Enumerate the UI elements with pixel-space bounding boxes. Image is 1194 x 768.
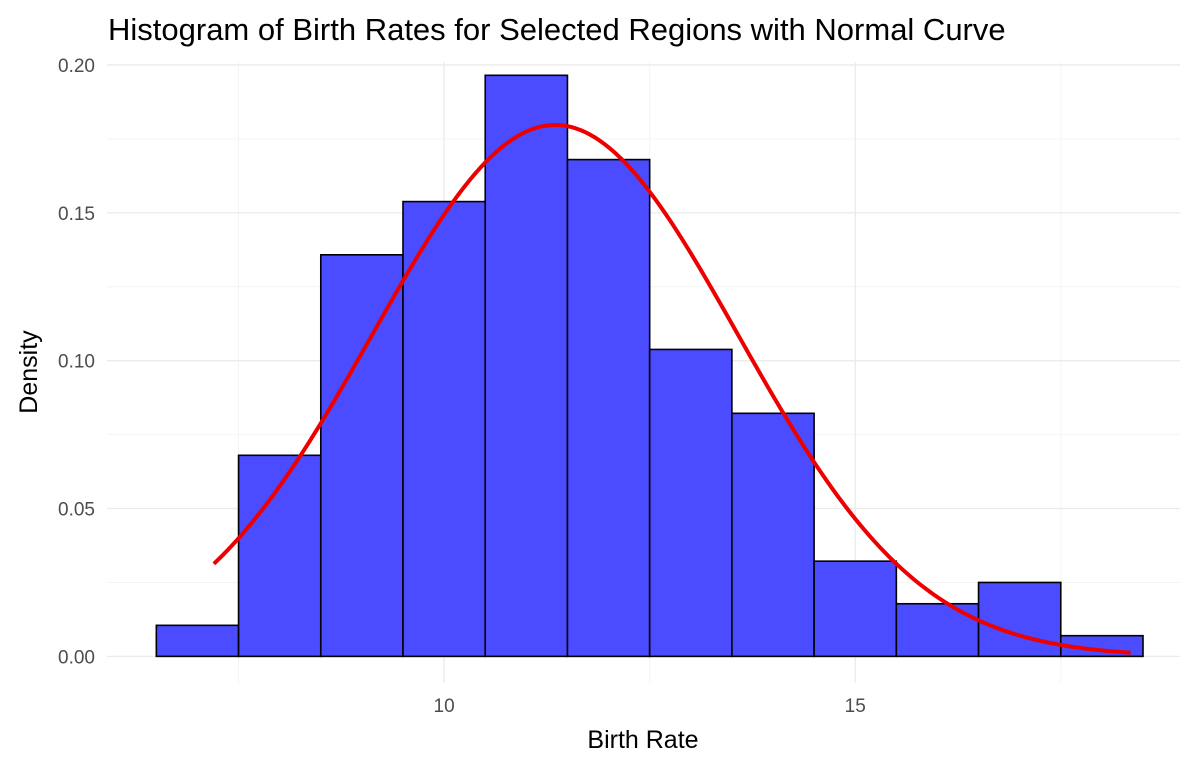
histogram-bar [402, 200, 487, 658]
bars-layer [155, 74, 1144, 658]
histogram-bar [155, 624, 240, 658]
histogram-bar [319, 254, 404, 658]
histogram-bar [648, 348, 733, 658]
y-axis-title: Density [15, 330, 43, 414]
x-tick-label: 10 [434, 696, 455, 717]
curve-layer [212, 123, 1131, 655]
y-tick-label: 0.10 [58, 352, 95, 373]
ticks-layer: 0.00 0.05 0.10 0.15 0.20 10 15 [58, 56, 866, 717]
y-tick-label: 0.20 [58, 56, 95, 77]
y-tick-label: 0.15 [58, 204, 95, 225]
histogram-bar [813, 560, 898, 658]
normal-curve-line [212, 123, 1131, 655]
y-tick-label: 0.00 [58, 647, 95, 668]
histogram-bar [566, 158, 651, 658]
chart-title: Histogram of Birth Rates for Selected Re… [108, 12, 1006, 47]
histogram-bar [977, 581, 1062, 658]
x-tick-label: 15 [845, 696, 866, 717]
histogram-bar [731, 412, 815, 658]
histogram-bar [895, 602, 980, 658]
y-tick-label: 0.05 [58, 500, 95, 521]
x-axis-title: Birth Rate [587, 726, 698, 754]
histogram-bar [484, 74, 569, 658]
